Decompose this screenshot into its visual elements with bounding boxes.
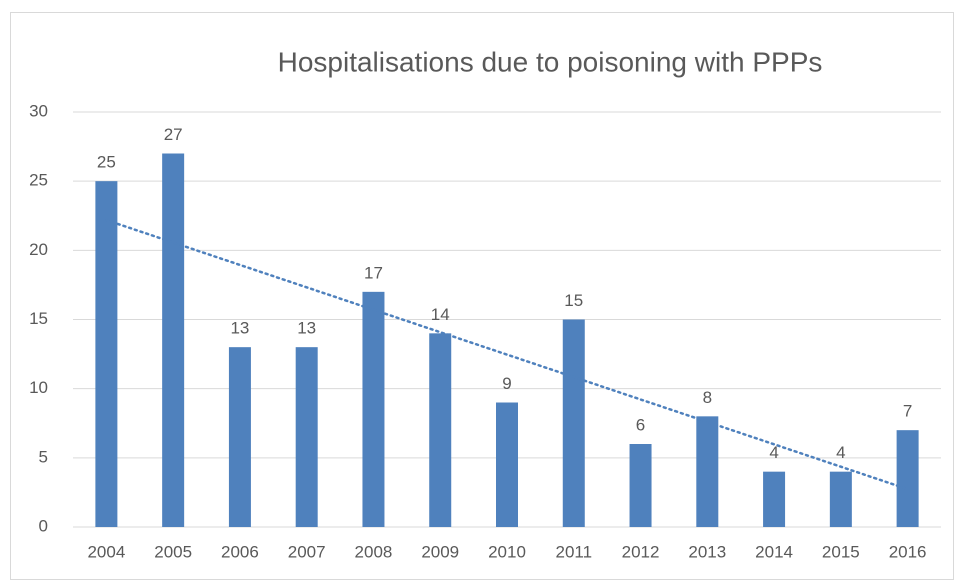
x-tick-label: 2007 (288, 542, 326, 561)
bar (629, 444, 652, 527)
bar (763, 471, 786, 527)
bar (496, 402, 518, 527)
bar (95, 181, 118, 527)
bar (162, 153, 185, 527)
x-tick-label: 2011 (555, 542, 592, 561)
x-tick-label: 2006 (221, 542, 259, 561)
data-label: 4 (836, 443, 845, 462)
x-tick-label: 2014 (755, 542, 793, 561)
bar (429, 333, 452, 527)
x-tick-label: 2008 (355, 542, 393, 561)
bar (896, 430, 919, 527)
trendline (105, 218, 909, 491)
bar (562, 319, 585, 527)
y-tick-label: 25 (29, 171, 48, 190)
data-label: 8 (703, 388, 712, 407)
y-tick-label: 10 (29, 378, 48, 397)
y-tick-label: 0 (39, 516, 48, 535)
x-tick-label: 2004 (87, 542, 125, 561)
data-label: 15 (564, 291, 583, 310)
y-tick-label: 30 (29, 101, 48, 120)
x-tick-label: 2005 (154, 542, 192, 561)
data-label: 4 (769, 443, 778, 462)
x-tick-label: 2015 (822, 542, 860, 561)
data-label: 9 (502, 374, 511, 393)
x-tick-label: 2013 (688, 542, 726, 561)
bar (829, 471, 852, 527)
bar (295, 347, 318, 527)
x-tick-label: 2012 (622, 542, 660, 561)
data-label: 14 (431, 305, 450, 324)
bar (362, 291, 385, 527)
y-tick-label: 15 (29, 309, 48, 328)
data-label: 13 (230, 319, 249, 338)
chart-title: Hospitalisations due to poisoning with P… (278, 46, 823, 77)
y-tick-label: 20 (29, 240, 48, 259)
x-tick-label: 2009 (421, 542, 459, 561)
chart-border (10, 12, 954, 580)
data-label: 6 (636, 415, 645, 434)
data-label: 7 (903, 402, 912, 421)
x-tick-label: 2016 (889, 542, 927, 561)
data-label: 25 (97, 153, 116, 172)
y-tick-label: 5 (39, 447, 48, 466)
data-label: 13 (297, 319, 316, 338)
bar (228, 347, 251, 527)
data-label: 17 (364, 263, 383, 282)
data-label: 27 (164, 125, 183, 144)
bar (696, 416, 719, 527)
x-tick-label: 2010 (488, 542, 526, 561)
